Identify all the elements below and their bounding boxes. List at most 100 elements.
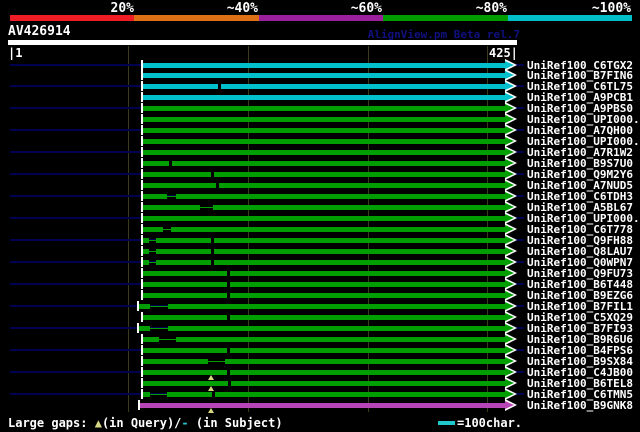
bar-start-tick [140, 70, 143, 81]
alignment-bar[interactable] [142, 248, 149, 254]
subject-gap-mark [226, 292, 230, 298]
hit-label[interactable]: UniRef100_B9S7U0 [527, 157, 633, 171]
alignment-bar[interactable] [142, 205, 201, 211]
alignment-bar[interactable] [142, 347, 506, 353]
scale-start-label: |1 [8, 46, 23, 60]
hit-label[interactable]: UniRef100_B7FIL1 [527, 299, 633, 313]
alignment-bar[interactable] [142, 62, 506, 68]
bar-start-tick [140, 245, 143, 256]
alignment-bar[interactable] [142, 172, 506, 178]
alignment-bar[interactable] [142, 139, 506, 145]
alignment-bar[interactable] [176, 194, 505, 200]
gridline [128, 46, 130, 412]
hit-label[interactable]: UniRef100_Q9M2Y6 [527, 168, 633, 182]
hit-label[interactable]: UniRef100_UPI000.. [527, 212, 640, 226]
hit-label[interactable]: UniRef100_B7FI93 [527, 321, 633, 335]
alignment-bar[interactable] [140, 402, 506, 408]
hit-label[interactable]: UniRef100_Q0WPN7 [527, 255, 633, 269]
alignment-bar[interactable] [142, 336, 160, 342]
alignment-bar[interactable] [139, 325, 150, 331]
bar-arrow-icon [505, 400, 515, 409]
hit-label[interactable]: UniRef100_C5XQ29 [527, 310, 633, 324]
alignment-bar[interactable] [142, 270, 506, 276]
query-name: AV426914 [8, 24, 71, 39]
bar-arrow-icon [505, 257, 515, 266]
hit-label[interactable]: UniRef100_A7NUD5 [527, 179, 633, 193]
alignment-bar[interactable] [142, 194, 167, 200]
alignment-bar[interactable] [142, 238, 149, 244]
bar-start-tick [140, 344, 143, 355]
bar-start-tick [140, 289, 143, 300]
bar-start-tick [140, 81, 143, 92]
alignment-bar[interactable] [225, 358, 505, 364]
bar-arrow-icon [505, 148, 515, 157]
alignment-bar[interactable] [142, 84, 506, 90]
bar-arrow-icon [505, 301, 515, 310]
alignment-bar[interactable] [167, 325, 505, 331]
hit-label[interactable]: UniRef100_B6TEL8 [527, 376, 633, 390]
hit-label[interactable]: UniRef100_B9EZG6 [527, 288, 633, 302]
hit-label[interactable]: UniRef100_C6TGX2 [527, 58, 633, 72]
alignment-bar[interactable] [142, 292, 506, 298]
bar-arrow-icon [505, 181, 515, 190]
alignment-bar[interactable] [142, 95, 506, 101]
hit-label[interactable]: UniRef100_B7FIN6 [527, 69, 633, 83]
bar-arrow-icon [505, 137, 515, 146]
alignment-bar[interactable] [142, 281, 506, 287]
alignment-bar[interactable] [142, 314, 506, 320]
hit-label[interactable]: UniRef100_A5BL67 [527, 201, 633, 215]
hit-label[interactable]: UniRef100_UPI000.. [527, 113, 640, 127]
bar-start-tick [140, 278, 143, 289]
alignment-bar[interactable] [167, 303, 505, 309]
alignment-bar[interactable] [213, 205, 506, 211]
hit-label[interactable]: UniRef100_B4FPS6 [527, 343, 633, 357]
hit-label[interactable]: UniRef100_C6T778 [527, 223, 633, 237]
query-scale-bar [8, 40, 517, 45]
alignment-bar[interactable] [155, 238, 506, 244]
alignment-bar[interactable] [142, 106, 506, 112]
hit-label[interactable]: UniRef100_C6TL75 [527, 80, 633, 94]
hit-label[interactable]: UniRef100_A9PBS0 [527, 102, 633, 116]
alignment-bar[interactable] [142, 227, 164, 233]
hit-label[interactable]: UniRef100_B9R6U6 [527, 332, 633, 346]
alignment-bar[interactable] [142, 391, 150, 397]
hit-label[interactable]: UniRef100_C4JB00 [527, 365, 633, 379]
hit-label[interactable]: UniRef100_A9PCB1 [527, 91, 633, 105]
alignment-bar[interactable] [142, 216, 506, 222]
alignment-bar[interactable] [176, 336, 505, 342]
hit-label[interactable]: UniRef100_Q9FH88 [527, 234, 633, 248]
hit-label[interactable]: UniRef100_C6TDH3 [527, 190, 633, 204]
hit-label[interactable]: UniRef100_Q9FU73 [527, 266, 633, 280]
alignment-bar[interactable] [142, 161, 506, 167]
bar-start-tick [140, 267, 143, 278]
hit-label[interactable]: UniRef100_B9GNK8 [527, 398, 633, 412]
bar-start-tick [137, 300, 140, 311]
alignment-bar[interactable] [142, 150, 506, 156]
hit-label[interactable]: UniRef100_B9SX84 [527, 354, 633, 368]
alignment-bar[interactable] [142, 358, 209, 364]
alignment-bar[interactable] [142, 128, 506, 134]
alignment-bar[interactable] [142, 117, 506, 123]
alignment-bar[interactable] [142, 380, 506, 386]
alignment-bar[interactable] [139, 303, 150, 309]
bar-start-tick [140, 92, 143, 103]
hit-label[interactable]: UniRef100_UPI000.. [527, 135, 640, 149]
identity-segment-60 [258, 15, 384, 21]
bar-arrow-icon [505, 115, 515, 124]
subject-gap-mark [211, 172, 215, 178]
bar-arrow-icon [505, 71, 515, 80]
hit-label[interactable]: UniRef100_C6TMN5 [527, 387, 633, 401]
alignment-bar[interactable] [142, 183, 506, 189]
hit-label[interactable]: UniRef100_B6T448 [527, 277, 633, 291]
alignment-bar[interactable] [142, 73, 506, 79]
alignment-bar[interactable] [142, 259, 149, 265]
alignment-bar[interactable] [171, 227, 505, 233]
alignment-bar[interactable] [142, 369, 506, 375]
alignment-bar[interactable] [155, 248, 506, 254]
hit-label[interactable]: UniRef100_A7QH00 [527, 124, 633, 138]
alignment-bar[interactable] [155, 259, 506, 265]
alignment-bar[interactable] [166, 391, 505, 397]
bar-arrow-icon [505, 236, 515, 245]
hit-label[interactable]: UniRef100_A7R1W2 [527, 146, 633, 160]
hit-label[interactable]: UniRef100_Q8LAU7 [527, 244, 633, 258]
